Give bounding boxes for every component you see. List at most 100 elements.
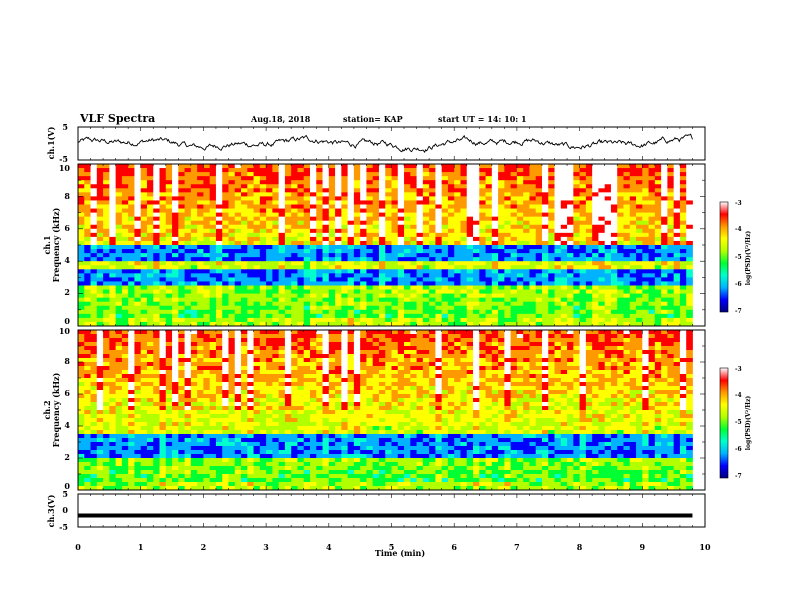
spectrogram-cell <box>241 301 248 307</box>
spectrogram-cell <box>159 362 167 367</box>
spectrogram-cell <box>604 240 612 246</box>
spectrogram-cell <box>165 176 173 181</box>
spectrogram-cell <box>178 285 185 290</box>
spectrogram-cell <box>165 204 173 209</box>
spectrogram-cell <box>567 293 574 299</box>
spectrogram-cell <box>460 309 468 315</box>
spectrogram-cell <box>291 297 298 303</box>
spectrogram-cell <box>234 301 242 307</box>
spectrogram-cell <box>159 168 167 173</box>
spectrogram-cell <box>172 305 179 311</box>
spectrogram-cell <box>84 164 91 169</box>
spectrogram-cell <box>172 172 179 177</box>
spectrogram-cell <box>404 176 411 181</box>
spectrogram-cell <box>460 180 468 185</box>
spectrogram-cell <box>372 196 380 201</box>
spectrogram-cell <box>679 208 687 213</box>
spectrogram-cell <box>121 212 129 218</box>
spectrogram-cell <box>103 216 110 222</box>
spectrogram-cell <box>215 358 223 363</box>
spectrogram-cell <box>165 350 173 355</box>
spectrogram-cell <box>523 172 530 177</box>
spectrogram-cell <box>447 192 455 197</box>
spectrogram-cell <box>272 220 280 226</box>
spectrogram-cell <box>541 164 549 169</box>
spectrogram-cell <box>673 358 681 363</box>
spectrogram-cell <box>134 249 142 254</box>
spectrogram-cell <box>554 245 562 250</box>
spectrogram-cell <box>134 297 142 303</box>
spectrogram-cell <box>259 354 267 359</box>
spectrogram-cell <box>560 204 568 209</box>
spectrogram-cell <box>642 228 649 234</box>
spectrogram-cell <box>648 188 656 193</box>
spectrogram-cell <box>523 204 530 209</box>
spectrogram-cell <box>328 301 336 307</box>
spectrogram-cell <box>184 297 192 303</box>
spectrogram-cell <box>347 309 355 315</box>
spectrogram-cell <box>203 216 211 222</box>
spectrogram-cell <box>378 269 386 274</box>
spectrogram-cell <box>422 188 430 193</box>
spectrogram-cell <box>146 236 154 242</box>
spectrogram-cell <box>259 200 267 205</box>
spectrogram-cell <box>146 216 154 222</box>
spectrogram-cell <box>592 330 599 335</box>
spectrogram-cell <box>617 184 624 189</box>
spectrogram-cell <box>479 342 486 347</box>
spectrogram-cell <box>673 321 681 327</box>
spectrogram-cell <box>190 172 198 177</box>
spectrogram-cell <box>247 249 254 254</box>
spectrogram-cell <box>360 334 367 339</box>
spectrogram-cell <box>378 285 386 290</box>
spectrogram-cell <box>103 277 110 282</box>
spectrogram-cell <box>247 321 254 327</box>
spectrogram-cell <box>529 224 537 230</box>
spectrogram-cell <box>309 184 317 189</box>
spectrogram-cell <box>466 317 474 323</box>
spectrogram-cell <box>466 257 474 262</box>
spectrogram-cell <box>661 281 668 286</box>
spectrogram-cell <box>272 168 280 173</box>
spectrogram-cell <box>610 305 618 311</box>
spectrogram-cell <box>560 232 568 238</box>
spectrogram-cell <box>636 240 643 246</box>
spectrogram-cell <box>466 285 474 290</box>
spectrogram-cell <box>397 188 405 193</box>
spectrogram-cell <box>397 236 405 242</box>
spectrogram-cell <box>291 342 298 347</box>
spectrogram-cell <box>560 245 568 250</box>
spectrogram-cell <box>548 240 555 246</box>
spectrogram-cell <box>679 277 687 282</box>
spectrogram-cell <box>397 176 405 181</box>
spectrogram-cell <box>429 309 436 315</box>
spectrogram-cell <box>266 172 273 177</box>
spectrogram-cell <box>140 313 148 319</box>
spectrogram-cell <box>90 350 98 355</box>
spectrogram-cell <box>385 354 392 359</box>
spectrogram-cell <box>316 172 323 177</box>
spectrogram-cell <box>510 317 518 323</box>
spectrogram-cell <box>410 321 417 327</box>
spectrogram-cell <box>579 289 587 294</box>
spectrogram-cell <box>347 204 355 209</box>
spectrogram-cell <box>441 228 449 234</box>
spectrogram-cell <box>441 200 449 205</box>
spectrogram-cell <box>184 257 192 262</box>
spectrogram-cell <box>241 321 248 327</box>
spectrogram-cell <box>661 309 668 315</box>
spectrogram-cell <box>573 236 580 242</box>
spectrogram-cell <box>90 285 98 290</box>
spectrogram-cell <box>491 216 499 222</box>
spectrogram-cell <box>529 208 537 213</box>
spectrogram-cell <box>629 285 637 290</box>
spectrogram-cell <box>610 313 618 319</box>
spectrogram-cell <box>679 204 687 209</box>
spectrogram-cell <box>535 164 543 169</box>
spectrogram-cell <box>272 305 280 311</box>
spectrogram-cell <box>284 285 292 290</box>
spectrogram-cell <box>153 301 160 307</box>
spectrogram-cell <box>629 293 637 299</box>
spectrogram-cell <box>360 273 367 278</box>
spectrogram-cell <box>673 342 681 347</box>
